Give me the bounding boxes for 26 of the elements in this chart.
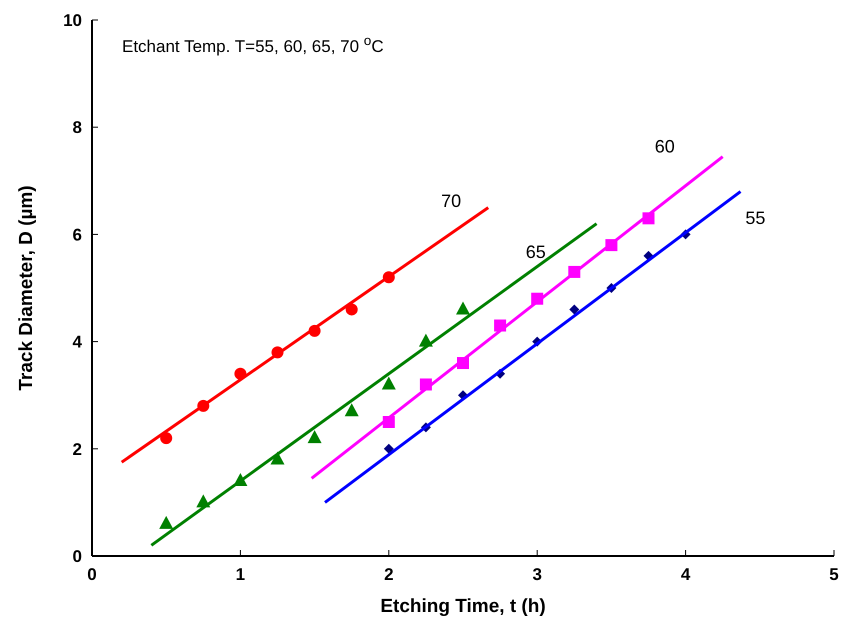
y-tick-label: 4 (72, 332, 83, 352)
y-tick-label: 10 (63, 11, 82, 30)
x-axis-title: Etching Time, t (h) (380, 596, 546, 617)
point (344, 403, 359, 416)
y-tick-label: 2 (72, 440, 82, 459)
point (159, 516, 174, 529)
point (308, 430, 322, 444)
x-tick-label: 1 (236, 565, 246, 584)
point (382, 376, 396, 390)
annotation: Etchant Temp. T=55, 60, 65, 70 $^{o}$C (122, 32, 384, 56)
y-axis-title: Track Diameter, D (µm) (16, 185, 37, 391)
x-tick-label: 2 (384, 565, 394, 584)
series-label: 55 (745, 208, 766, 228)
point (346, 303, 358, 316)
y-tick-label: 8 (72, 118, 82, 138)
x-tick-label: 5 (829, 565, 839, 584)
y-tick-label: 6 (72, 225, 82, 244)
y-tick-label: 0 (72, 547, 82, 566)
series-label: 60 (654, 136, 675, 156)
x-tick-label: 3 (532, 565, 542, 584)
point (384, 444, 394, 454)
x-tick-label: 4 (680, 565, 691, 584)
x-tick-label: 0 (87, 565, 97, 584)
series-label: 65 (526, 242, 546, 262)
series-label: 70 (441, 191, 462, 212)
point (569, 304, 580, 314)
